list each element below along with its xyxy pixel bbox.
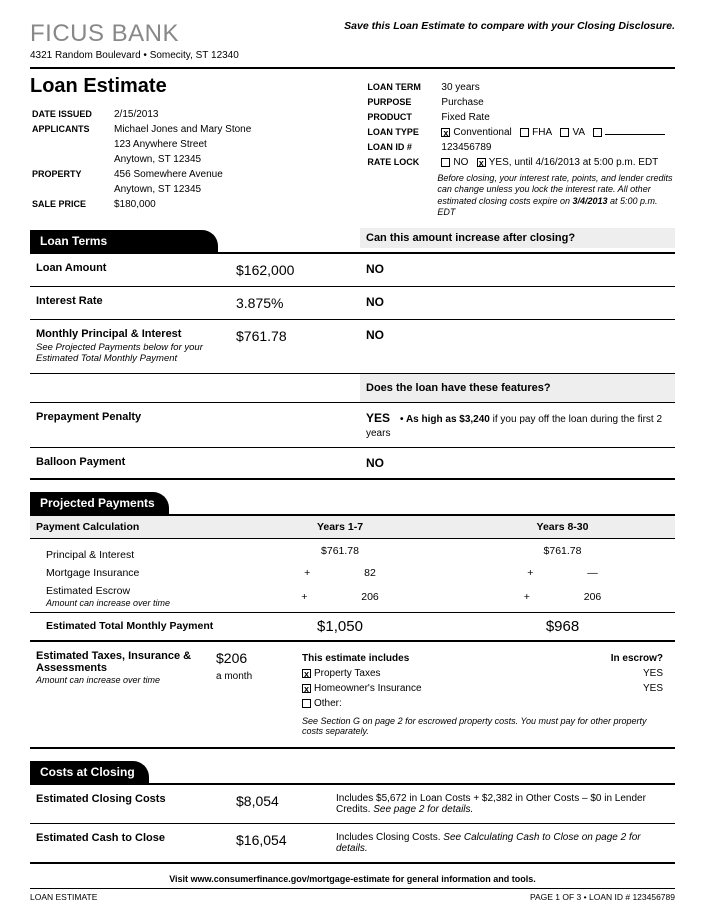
rate-lock-note: Before closing, your interest rate, poin… bbox=[365, 173, 675, 218]
bank-address: 4321 Random Boulevard • Somecity, ST 123… bbox=[30, 50, 239, 61]
projected-tab: Projected Payments bbox=[30, 492, 169, 514]
doc-title: Loan Estimate bbox=[30, 75, 365, 98]
loan-features-question: Does the loan have these features? bbox=[360, 374, 675, 402]
bank-name: FICUS BANK bbox=[30, 20, 239, 48]
top-note: Save this Loan Estimate to compare with … bbox=[344, 20, 675, 32]
projected-table: Payment Calculation Years 1-7 Years 8-30… bbox=[30, 514, 675, 640]
closing-table: Estimated Closing Costs $8,054 Includes … bbox=[30, 783, 675, 864]
closing-tab: Costs at Closing bbox=[30, 761, 149, 783]
left-info: DATE ISSUED2/15/2013 APPLICANTSMichael J… bbox=[30, 106, 253, 213]
loan-terms-question: Can this amount increase after closing? bbox=[360, 228, 675, 248]
right-info: LOAN TERM30 years PURPOSEPurchase PRODUC… bbox=[365, 79, 667, 171]
checkbox-lock-no bbox=[441, 158, 450, 167]
footer-main: Visit www.consumerfinance.gov/mortgage-e… bbox=[30, 874, 675, 884]
taxes-insurance-section: Estimated Taxes, Insurance & Assessments… bbox=[30, 640, 675, 749]
loan-terms-table: Loan Amount $162,000 NO Interest Rate 3.… bbox=[30, 252, 675, 480]
loan-terms-tab: Loan Terms bbox=[30, 230, 218, 252]
footer-page: LOAN ESTIMATE PAGE 1 OF 3 • LOAN ID # 12… bbox=[30, 888, 675, 902]
checkbox-va bbox=[560, 128, 569, 137]
checkbox-lock-yes: x bbox=[477, 158, 486, 167]
checkbox-fha bbox=[520, 128, 529, 137]
checkbox-conventional: x bbox=[441, 128, 450, 137]
checkbox-other bbox=[593, 128, 602, 137]
